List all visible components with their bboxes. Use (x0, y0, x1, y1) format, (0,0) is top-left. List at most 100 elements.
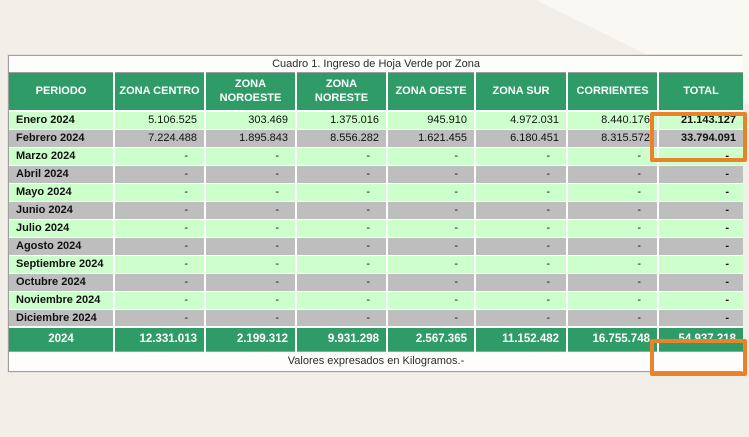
cell-value: 8.315.572 (567, 129, 659, 148)
cell-value: - (475, 291, 568, 310)
cell-value: - (205, 273, 297, 292)
cell-value: - (475, 147, 568, 166)
row-period-label: Septiembre 2024 (9, 255, 115, 274)
column-header-zona-sur: ZONA SUR (475, 72, 568, 112)
cell-value: - (205, 183, 297, 202)
cell-value: 945.910 (387, 111, 476, 130)
cell-value: - (296, 165, 388, 184)
cell-value: - (387, 237, 476, 256)
cell-row-total: - (658, 201, 744, 220)
cell-value: - (567, 183, 659, 202)
row-period-label: Noviembre 2024 (9, 291, 115, 310)
cell-value: - (296, 147, 388, 166)
table-row: Junio 2024- - - - - - - (9, 201, 744, 220)
report-table: Cuadro 1. Ingreso de Hoja Verde por Zona… (9, 56, 744, 371)
cell-value: 6.180.451 (475, 129, 568, 148)
cell-value: - (205, 165, 297, 184)
row-period-label: Julio 2024 (9, 219, 115, 238)
cell-value: 5.106.525 (114, 111, 206, 130)
total-cell-grand-total: 54.937.218 (658, 326, 744, 351)
column-header-zona-noreste: ZONA NORESTE (296, 72, 388, 112)
cell-row-total: - (658, 273, 744, 292)
column-header-periodo: PERIODO (9, 72, 115, 112)
cell-value: - (296, 291, 388, 310)
column-header-zona-centro: ZONA CENTRO (114, 72, 206, 112)
cell-value: 1.621.455 (387, 129, 476, 148)
cell-row-total: - (658, 165, 744, 184)
total-cell-corrientes: 16.755.748 (567, 326, 659, 351)
cell-value: 7.224.488 (114, 129, 206, 148)
cell-value: - (387, 147, 476, 166)
cell-value: - (567, 273, 659, 292)
cell-value: - (475, 273, 568, 292)
table-row: Julio 2024- - - - - - - (9, 219, 744, 238)
cell-value: - (296, 183, 388, 202)
cell-value: 1.895.843 (205, 129, 297, 148)
cell-row-total: - (658, 255, 744, 274)
total-cell-zona-sur: 11.152.482 (475, 326, 568, 351)
cell-value: - (387, 201, 476, 220)
cell-value: - (475, 219, 568, 238)
cell-value: - (387, 165, 476, 184)
cell-value: - (114, 309, 206, 328)
cell-value: 4.972.031 (475, 111, 568, 130)
row-period-label: Marzo 2024 (9, 147, 115, 166)
cell-row-total: 21.143.127 (658, 111, 744, 130)
cell-value: - (205, 309, 297, 328)
cell-row-total: 33.794.091 (658, 129, 744, 148)
table-footnote: Valores expresados en Kilogramos.- (9, 350, 744, 371)
cell-value: - (475, 183, 568, 202)
table-row: Marzo 2024- - - - - - - (9, 147, 744, 166)
cell-value: - (475, 255, 568, 274)
cell-value: - (205, 201, 297, 220)
cell-value: - (114, 291, 206, 310)
row-period-label: Enero 2024 (9, 111, 115, 130)
cell-row-total: - (658, 309, 744, 328)
table-row: Abril 2024- - - - - - - (9, 165, 744, 184)
cell-value: - (475, 237, 568, 256)
table-row: Noviembre 2024- - - - - - - (9, 291, 744, 310)
table-row: Agosto 2024- - - - - - - (9, 237, 744, 256)
row-period-label: Octubre 2024 (9, 273, 115, 292)
cell-value: - (114, 237, 206, 256)
row-period-label: Mayo 2024 (9, 183, 115, 202)
table-row: Septiembre 2024- - - - - - - (9, 255, 744, 274)
cell-value: - (205, 237, 297, 256)
row-period-label: Agosto 2024 (9, 237, 115, 256)
cell-value: - (296, 219, 388, 238)
cell-value: - (114, 255, 206, 274)
table-total-row: 2024 12.331.013 2.199.312 9.931.298 2.56… (9, 326, 744, 351)
table-row: Octubre 2024- - - - - - - (9, 273, 744, 292)
table-header-row: PERIODO ZONA CENTRO ZONA NOROESTE ZONA N… (9, 72, 744, 112)
cell-value: - (387, 219, 476, 238)
table-row: Enero 2024 5.106.525 303.469 1.375.016 945.9… (9, 111, 744, 130)
cell-row-total: - (658, 237, 744, 256)
cell-value: - (205, 219, 297, 238)
cell-value: - (205, 147, 297, 166)
cell-value: - (567, 309, 659, 328)
cell-value: - (296, 237, 388, 256)
cell-value: - (475, 309, 568, 328)
cell-value: 8.440.176 (567, 111, 659, 130)
cell-value: - (567, 201, 659, 220)
cell-value: 303.469 (205, 111, 297, 130)
cell-row-total: - (658, 219, 744, 238)
cell-value: - (296, 273, 388, 292)
cell-value: - (567, 291, 659, 310)
cell-value: - (205, 255, 297, 274)
total-cell-zona-centro: 12.331.013 (114, 326, 206, 351)
cell-row-total: - (658, 147, 744, 166)
cell-value: - (296, 309, 388, 328)
cell-value: - (567, 219, 659, 238)
cell-value: - (114, 273, 206, 292)
cell-value: 1.375.016 (296, 111, 388, 130)
cell-value: - (387, 309, 476, 328)
cell-value: - (296, 255, 388, 274)
column-header-total: TOTAL (658, 72, 744, 112)
cell-value: - (387, 291, 476, 310)
cell-value: - (475, 201, 568, 220)
row-period-label: Abril 2024 (9, 165, 115, 184)
cell-value: - (567, 147, 659, 166)
total-cell-zona-noreste: 9.931.298 (296, 326, 388, 351)
